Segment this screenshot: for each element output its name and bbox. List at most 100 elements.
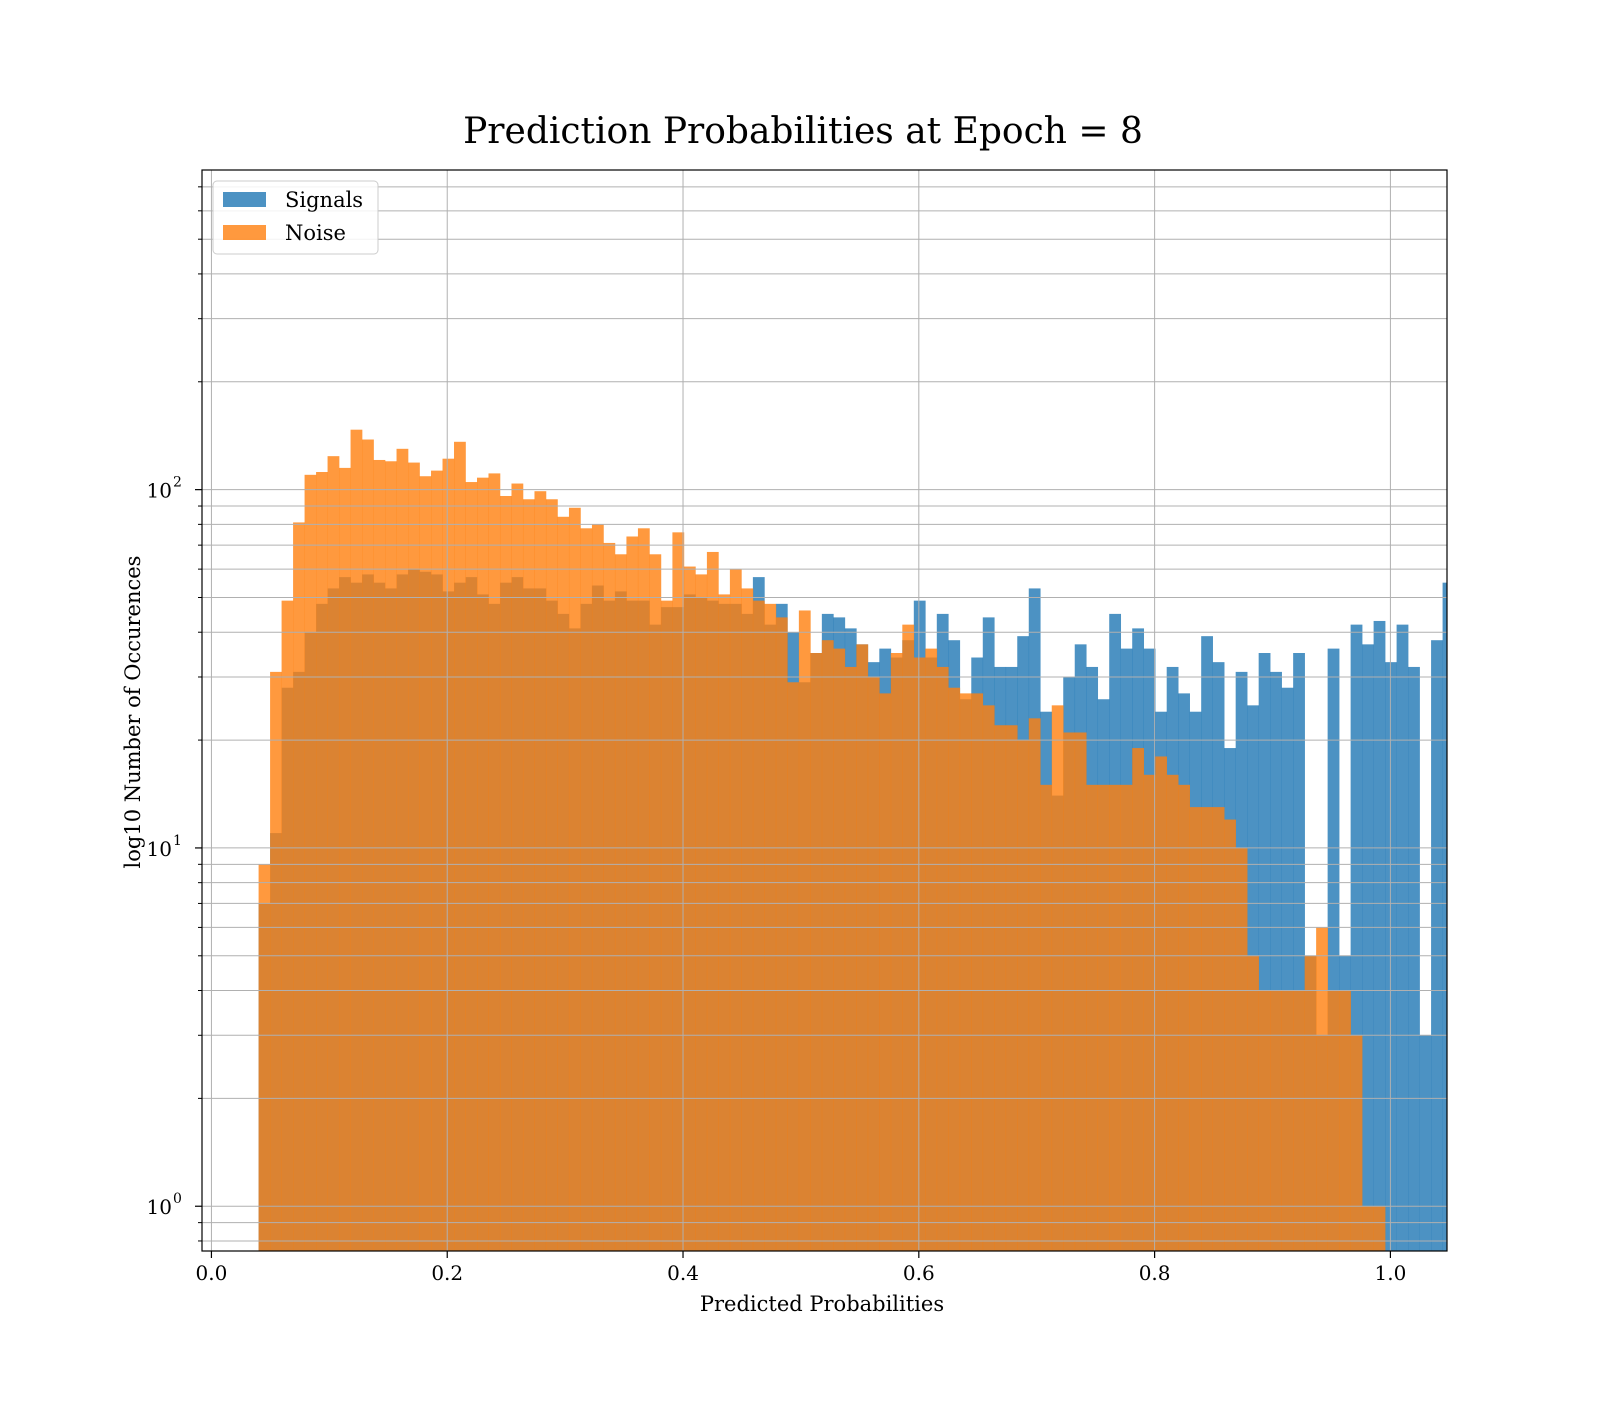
noise-bar <box>959 693 972 1251</box>
noise-bar <box>879 693 892 1251</box>
noise-bar <box>1304 955 1317 1251</box>
noise-bar <box>258 864 271 1251</box>
noise-bar <box>890 653 903 1251</box>
noise-bar <box>649 554 662 1251</box>
noise-bar <box>948 687 961 1251</box>
noise-bar <box>557 516 570 1251</box>
series-noise-bars <box>258 429 1386 1251</box>
noise-bar <box>442 458 455 1251</box>
noise-bar <box>1247 955 1259 1251</box>
noise-bar <box>350 429 363 1251</box>
signals-bar <box>1500 259 1512 1251</box>
noise-bar <box>454 441 466 1251</box>
noise-bar <box>1028 718 1041 1251</box>
bars-group <box>258 259 1547 1251</box>
noise-bar <box>1063 732 1076 1251</box>
noise-bar <box>718 594 731 1251</box>
legend-label-signals: Signals <box>285 188 363 212</box>
noise-bar <box>327 456 340 1251</box>
noise-bar <box>660 600 673 1251</box>
noise-bar <box>902 624 915 1251</box>
y-tick-label: 10 <box>147 479 172 503</box>
noise-bar <box>1109 784 1122 1251</box>
noise-bar <box>1362 1206 1374 1251</box>
noise-bar <box>1270 990 1282 1251</box>
noise-bar <box>522 499 535 1251</box>
noise-bar <box>1040 784 1053 1251</box>
noise-bar <box>465 482 478 1251</box>
signals-bar <box>1419 1035 1432 1251</box>
noise-bar <box>1350 1035 1363 1251</box>
noise-bar <box>787 682 800 1251</box>
noise-bar <box>614 554 627 1251</box>
legend-swatch-noise <box>223 225 266 240</box>
noise-bar <box>867 676 880 1251</box>
signals-bar <box>1396 624 1409 1251</box>
noise-bar <box>741 588 754 1251</box>
x-tick-label: 0.6 <box>903 1261 935 1285</box>
noise-bar <box>1120 784 1133 1251</box>
noise-bar <box>1132 748 1145 1251</box>
noise-bar <box>695 574 708 1251</box>
noise-bar <box>994 725 1007 1251</box>
noise-bar <box>499 495 512 1251</box>
noise-bar <box>1281 990 1294 1251</box>
noise-bar <box>339 467 351 1251</box>
noise-bar <box>580 528 593 1251</box>
noise-bar <box>591 524 604 1251</box>
signals-bar <box>1442 582 1447 1251</box>
noise-bar <box>626 536 639 1251</box>
signals-bar <box>1489 1206 1501 1251</box>
noise-bar <box>419 476 432 1251</box>
noise-bar <box>1327 990 1340 1251</box>
signals-bar <box>1535 653 1547 1251</box>
noise-bar <box>833 648 846 1251</box>
chart-title: Prediction Probabilities at Epoch = 8 <box>463 111 1143 152</box>
y-axis-label: log10 Number of Occurences <box>121 556 145 869</box>
signals-bar <box>1512 490 1524 1251</box>
y-tick-label: 10 <box>147 837 172 861</box>
noise-bar <box>1212 807 1225 1251</box>
noise-bar <box>1189 807 1202 1251</box>
x-tick-label: 0.2 <box>431 1261 463 1285</box>
noise-bar <box>683 566 696 1251</box>
signals-bar <box>1258 653 1271 1251</box>
noise-bar <box>431 470 443 1251</box>
legend-label-noise: Noise <box>285 221 346 245</box>
noise-bar <box>971 693 984 1251</box>
noise-bar <box>281 600 294 1251</box>
signals-bar <box>1281 687 1294 1251</box>
noise-bar <box>1178 784 1190 1251</box>
noise-bar <box>844 666 857 1251</box>
x-tick-label: 0.8 <box>1139 1261 1171 1285</box>
noise-bar <box>408 462 420 1251</box>
signals-bar <box>1408 666 1420 1251</box>
noise-bar <box>304 474 317 1251</box>
noise-bar <box>385 461 397 1251</box>
x-tick-label: 0.4 <box>667 1261 699 1285</box>
noise-bar <box>1201 807 1213 1251</box>
noise-bar <box>1316 927 1328 1251</box>
noise-bar <box>1005 725 1018 1251</box>
noise-bar <box>1017 740 1030 1251</box>
plot-frame <box>201 169 1448 1252</box>
noise-bar <box>373 459 386 1251</box>
noise-bar <box>603 542 616 1251</box>
signals-bar <box>1362 644 1374 1251</box>
noise-bar <box>821 640 834 1251</box>
noise-bar <box>856 644 869 1251</box>
noise-bar <box>672 532 685 1251</box>
noise-bar <box>1143 774 1156 1251</box>
noise-bar <box>798 610 811 1251</box>
noise-bar <box>293 522 305 1251</box>
signals-bar <box>1431 640 1443 1251</box>
signals-bar <box>1350 624 1363 1251</box>
signals-bar <box>1327 648 1340 1251</box>
signals-bar <box>1454 1206 1466 1251</box>
noise-bar <box>270 671 282 1251</box>
noise-bar <box>1074 732 1087 1251</box>
y-tick-exponent: 2 <box>173 475 182 491</box>
legend-swatch-signals <box>223 192 266 207</box>
